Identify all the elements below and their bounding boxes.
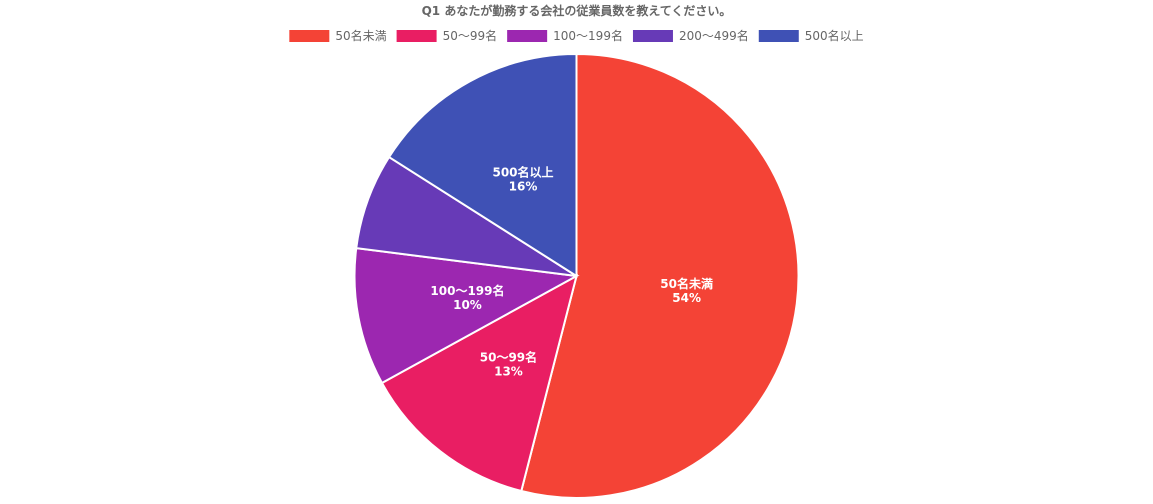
pie-slice[interactable] [380,274,579,493]
legend-label: 100〜199名 [553,28,623,43]
slice-label-category: 500名以上 [492,165,553,180]
legend-swatch [289,30,330,42]
slice-label-value: 16% [509,180,538,194]
legend-item[interactable]: 200〜499名 [632,28,749,43]
pie-slice[interactable] [353,247,580,385]
legend-item[interactable]: 50〜99名 [396,28,498,43]
legend-label: 500名以上 [805,28,864,43]
legend-swatch [507,30,548,42]
legend-swatch [632,30,673,42]
legend: 50名未満 50〜99名 100〜199名 200〜499名 500名以上 [289,28,864,43]
slice-label-value: 13% [494,365,523,379]
legend-swatch [758,30,799,42]
legend-item[interactable]: 100〜199名 [507,28,623,43]
legend-label: 50〜99名 [443,28,498,43]
pie-slices [353,52,800,499]
legend-item[interactable]: 500名以上 [758,28,864,43]
slice-label-value: 54% [672,291,701,305]
legend-item[interactable]: 50名未満 [289,28,387,43]
slice-label-category: 100〜199名 [430,283,504,298]
slice-label-value: 10% [453,298,482,312]
slice-label-category: 50名未満 [660,276,713,291]
slice-label-category: 50〜99名 [480,350,537,365]
legend-swatch [396,30,437,42]
legend-label: 200〜499名 [679,28,749,43]
pie-slice[interactable] [387,52,578,278]
chart-title: Q1 あなたが勤務する会社の従業員数を教えてください。 [422,3,732,18]
pie-slice[interactable] [520,52,800,499]
legend-label: 50名未満 [335,28,386,43]
